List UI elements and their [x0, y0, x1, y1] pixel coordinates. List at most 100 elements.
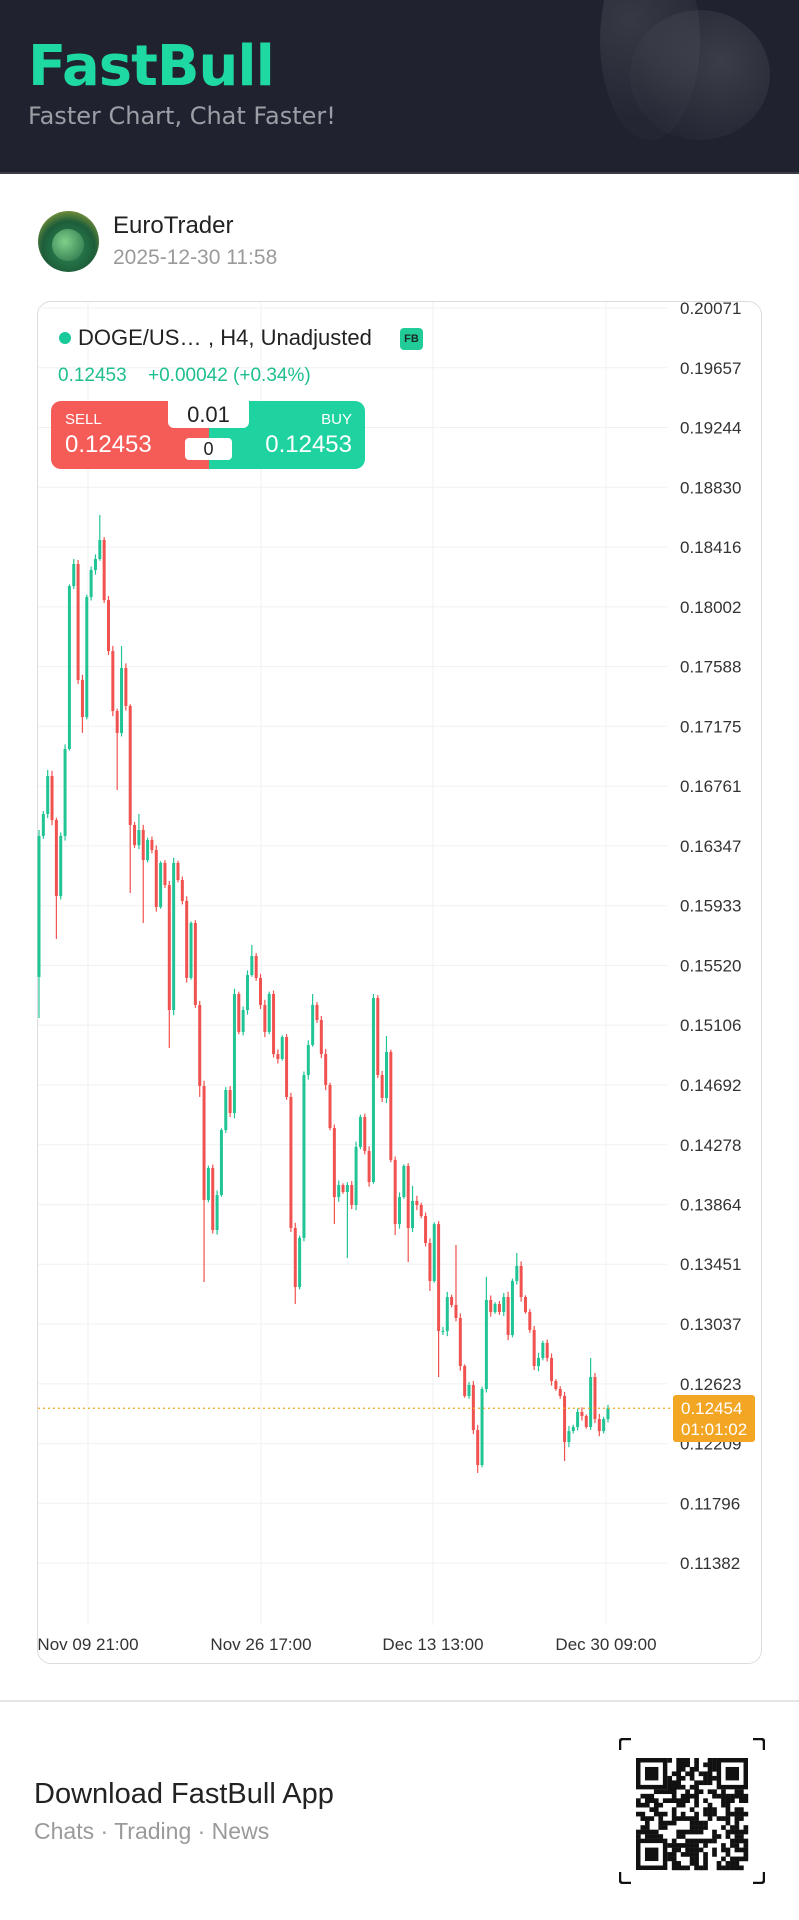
candle-body: [41, 813, 45, 836]
x-tick-label: Dec 30 09:00: [555, 1635, 656, 1654]
qr-module: [712, 1807, 717, 1812]
download-subtitle: Chats · Trading · News: [34, 1818, 270, 1844]
qr-module: [730, 1861, 735, 1866]
candle-body: [411, 1200, 415, 1228]
qr-module: [653, 1802, 659, 1808]
symbol-name[interactable]: DOGE/US…: [78, 325, 202, 350]
qr-module: [698, 1789, 704, 1795]
candle-body: [172, 862, 176, 1010]
candle-body: [550, 1357, 554, 1381]
qr-module: [676, 1766, 681, 1772]
qr-module: [694, 1784, 699, 1790]
download-title: Download FastBull App: [34, 1778, 334, 1810]
candle-body: [532, 1329, 536, 1367]
qr-code-icon[interactable]: [619, 1738, 765, 1884]
qr-finder: [644, 1847, 659, 1862]
candle-body: [571, 1427, 575, 1432]
qr-module: [712, 1758, 717, 1763]
qr-module: [680, 1811, 686, 1817]
qr-module: [721, 1865, 726, 1871]
qr-module: [694, 1843, 699, 1848]
qr-module: [680, 1793, 686, 1799]
qr-module: [667, 1798, 673, 1803]
author-name[interactable]: EuroTrader: [113, 212, 234, 239]
qr-module: [685, 1816, 690, 1821]
qr-module: [694, 1816, 699, 1821]
candle-body: [146, 839, 150, 861]
qr-module: [667, 1856, 673, 1862]
candle-body: [254, 955, 258, 978]
buy-price: 0.12453: [265, 431, 352, 458]
qr-module: [703, 1820, 708, 1826]
candle-body: [441, 1330, 445, 1332]
qr-module: [712, 1838, 717, 1844]
candle-body: [493, 1303, 497, 1313]
candle-body: [150, 839, 154, 850]
qr-module: [721, 1798, 726, 1803]
qr-module: [716, 1834, 722, 1839]
qr-frame: [619, 1738, 765, 1884]
qr-module: [743, 1793, 749, 1799]
candlestick-chart[interactable]: 0.20071 0.19657 0.19244 0.18830 0.18416 0.180…: [0, 0, 799, 1700]
qr-module: [658, 1789, 664, 1795]
qr-module: [694, 1789, 699, 1795]
qr-module: [640, 1793, 646, 1799]
qr-module: [640, 1829, 646, 1835]
qr-module: [680, 1865, 686, 1871]
qr-finder: [725, 1766, 740, 1781]
qr-module: [667, 1789, 673, 1795]
qr-module: [703, 1861, 708, 1866]
qr-module: [685, 1798, 690, 1803]
y-tick-label: 0.14692: [680, 1076, 741, 1095]
candle-body: [324, 1054, 328, 1085]
qr-module: [712, 1775, 717, 1781]
qr-module: [680, 1802, 686, 1808]
candle-body: [528, 1312, 532, 1330]
qr-module: [725, 1847, 731, 1853]
qr-module: [734, 1789, 740, 1795]
qr-module: [694, 1762, 699, 1768]
qr-module: [671, 1843, 677, 1848]
qr-module: [734, 1825, 740, 1830]
qr-module: [680, 1829, 686, 1835]
qr-module: [712, 1762, 717, 1768]
qr-module: [649, 1829, 655, 1835]
candle-body: [120, 667, 124, 733]
candle-body: [306, 1044, 310, 1075]
qr-module: [734, 1811, 740, 1817]
qr-module: [707, 1780, 713, 1786]
qr-module: [707, 1807, 713, 1812]
qr-module: [712, 1811, 717, 1817]
qr-module: [658, 1802, 664, 1808]
candle-body: [267, 993, 271, 1032]
qr-module: [676, 1865, 681, 1871]
qr-module: [730, 1829, 735, 1835]
lot-size-input[interactable]: 0.01: [168, 401, 249, 428]
qr-module: [739, 1807, 744, 1812]
candle-body: [584, 1416, 588, 1428]
candle-body: [506, 1297, 510, 1335]
qr-module: [689, 1784, 695, 1790]
qr-module: [671, 1856, 677, 1862]
candle-body: [245, 975, 249, 1010]
qr-module: [725, 1811, 731, 1817]
avatar[interactable]: [38, 211, 99, 272]
qr-module: [685, 1838, 690, 1844]
qr-module: [712, 1852, 717, 1857]
candle-body: [111, 651, 115, 711]
qr-module: [685, 1771, 690, 1777]
qr-module: [694, 1793, 699, 1799]
qr-module: [644, 1825, 650, 1830]
quantity-input[interactable]: 0: [185, 438, 232, 460]
qr-module: [636, 1829, 641, 1835]
qr-module: [680, 1766, 686, 1772]
qr-module: [721, 1847, 726, 1853]
qr-module: [703, 1771, 708, 1777]
qr-module: [730, 1825, 735, 1830]
qr-module: [743, 1811, 749, 1817]
qr-module: [689, 1847, 695, 1853]
qr-module: [739, 1865, 744, 1871]
qr-module: [644, 1820, 650, 1826]
qr-module: [667, 1780, 673, 1786]
candle-body: [398, 1197, 402, 1225]
